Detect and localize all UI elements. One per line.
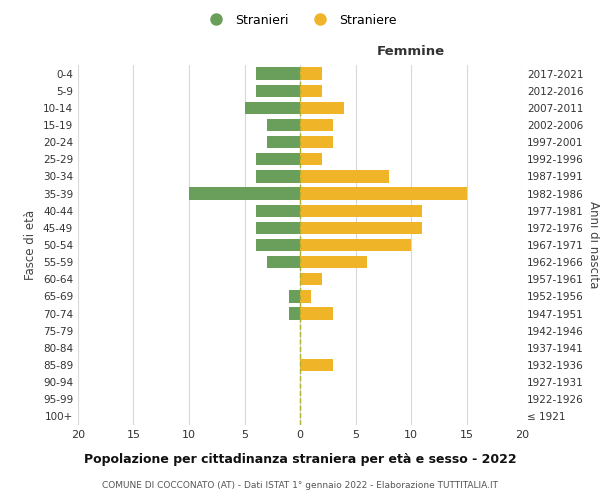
Bar	[189, 188, 300, 200]
Bar	[256, 153, 300, 166]
Bar	[300, 359, 334, 371]
Bar	[267, 136, 300, 148]
Bar	[300, 290, 311, 302]
Legend: Stranieri, Straniere: Stranieri, Straniere	[199, 8, 401, 32]
Bar	[300, 222, 422, 234]
Text: Femmine: Femmine	[377, 45, 445, 58]
Bar	[256, 170, 300, 182]
Y-axis label: Fasce di età: Fasce di età	[25, 210, 37, 280]
Bar	[289, 290, 300, 302]
Bar	[300, 256, 367, 268]
Text: COMUNE DI COCCONATO (AT) - Dati ISTAT 1° gennaio 2022 - Elaborazione TUTTITALIA.: COMUNE DI COCCONATO (AT) - Dati ISTAT 1°…	[102, 481, 498, 490]
Bar	[300, 273, 322, 285]
Bar	[300, 102, 344, 114]
Bar	[300, 204, 422, 217]
Bar	[300, 170, 389, 182]
Bar	[256, 222, 300, 234]
Bar	[300, 84, 322, 97]
Bar	[267, 256, 300, 268]
Bar	[300, 239, 411, 251]
Bar	[256, 68, 300, 80]
Bar	[300, 153, 322, 166]
Text: Popolazione per cittadinanza straniera per età e sesso - 2022: Popolazione per cittadinanza straniera p…	[83, 452, 517, 466]
Bar	[267, 119, 300, 131]
Bar	[256, 204, 300, 217]
Bar	[300, 136, 334, 148]
Bar	[256, 239, 300, 251]
Bar	[300, 188, 467, 200]
Bar	[256, 84, 300, 97]
Bar	[300, 68, 322, 80]
Bar	[300, 308, 334, 320]
Bar	[289, 308, 300, 320]
Bar	[300, 119, 334, 131]
Bar	[245, 102, 300, 114]
Y-axis label: Anni di nascita: Anni di nascita	[587, 202, 600, 288]
